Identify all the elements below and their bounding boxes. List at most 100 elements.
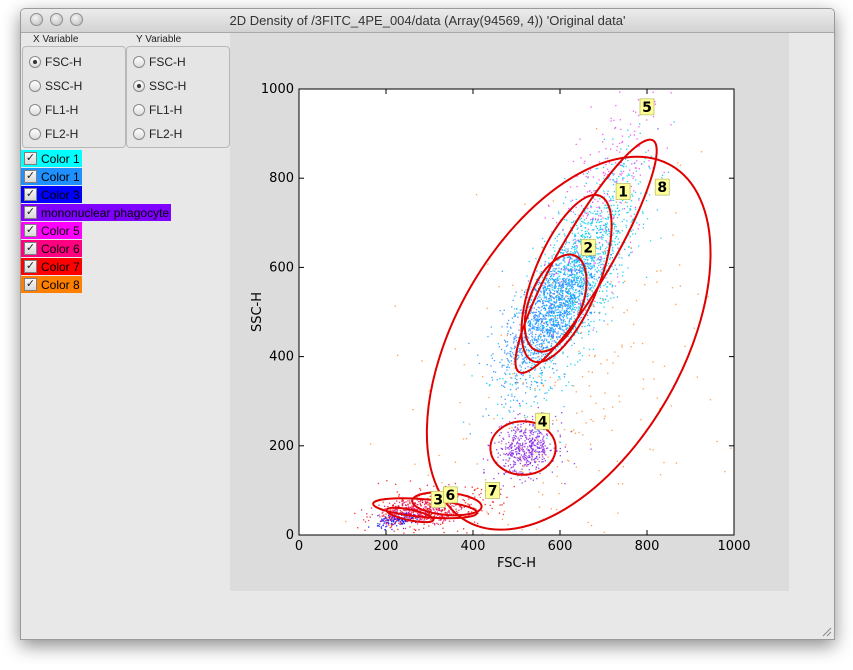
scatter-point: [560, 318, 562, 320]
scatter-point: [601, 272, 603, 275]
close-window-button[interactable]: [30, 13, 43, 26]
x-variable-option-fsc-h[interactable]: FSC-H: [29, 53, 82, 71]
scatter-point: [573, 220, 575, 222]
legend-item[interactable]: ✓ Color 8: [21, 276, 82, 293]
density-plot[interactable]: 0 200 400 600 800 100002004006008001000FSC-HS…: [230, 33, 789, 591]
scatter-point: [606, 192, 608, 195]
y-variable-option-fsc-h[interactable]: FSC-H: [133, 53, 186, 71]
legend-item[interactable]: ✓ mononuclear phagocyte: [21, 204, 172, 221]
scatter-point: [606, 233, 608, 236]
x-variable-option-fl1-h[interactable]: FL1-H: [29, 101, 78, 119]
scatter-point: [519, 413, 521, 415]
scatter-point: [387, 521, 389, 523]
radio-button[interactable]: [133, 104, 145, 116]
scatter-point: [554, 415, 557, 418]
scatter-point: [556, 324, 559, 326]
scatter-point: [614, 285, 616, 287]
legend-item[interactable]: ✓ Color 7: [21, 258, 82, 275]
scatter-point: [612, 293, 614, 295]
radio-button[interactable]: [133, 80, 145, 92]
scatter-point: [613, 222, 615, 224]
legend-checkbox[interactable]: ✓: [24, 152, 37, 165]
scatter-point: [549, 359, 551, 361]
scatter-point: [548, 342, 550, 344]
scatter-point: [597, 237, 599, 239]
radio-button[interactable]: [29, 56, 41, 68]
legend-checkbox[interactable]: ✓: [24, 206, 37, 219]
scatter-point: [577, 283, 579, 286]
radio-button[interactable]: [133, 56, 145, 68]
legend-checkbox[interactable]: ✓: [24, 260, 37, 273]
scatter-point: [523, 450, 525, 453]
x-variable-option-fl2-h[interactable]: FL2-H: [29, 125, 78, 143]
scatter-point: [593, 327, 595, 329]
legend-checkbox[interactable]: ✓: [24, 278, 37, 291]
legend-item[interactable]: ✓ Color 1: [21, 168, 82, 185]
scatter-point: [575, 260, 577, 262]
y-variable-option-fl1-h[interactable]: FL1-H: [133, 101, 182, 119]
scatter-point: [557, 314, 559, 316]
scatter-point: [580, 282, 582, 284]
gate-label-box: [639, 98, 655, 116]
x-variable-option-ssc-h[interactable]: SSC-H: [29, 77, 82, 95]
radio-button[interactable]: [133, 128, 145, 140]
scatter-point: [537, 287, 539, 290]
scatter-point: [523, 332, 525, 335]
scatter-point: [551, 257, 553, 259]
scatter-point: [613, 228, 615, 230]
y-variable-option-fl2-h[interactable]: FL2-H: [133, 125, 182, 143]
scatter-point: [388, 524, 390, 526]
scatter-point: [437, 523, 439, 525]
title-bar[interactable]: 2D Density of /3FITC_4PE_004/data (Array…: [21, 9, 834, 33]
scatter-point: [546, 274, 548, 276]
legend-checkbox[interactable]: ✓: [24, 224, 37, 237]
legend-checkbox[interactable]: ✓: [24, 170, 37, 183]
scatter-point: [436, 522, 438, 524]
scatter-point: [554, 328, 556, 330]
scatter-point: [590, 312, 592, 314]
scatter-point: [645, 276, 648, 278]
scatter-point: [504, 372, 506, 374]
scatter-point: [515, 470, 517, 473]
legend-item[interactable]: ✓ Color 6: [21, 240, 82, 257]
scatter-point: [597, 200, 599, 203]
legend-item[interactable]: ✓ Color 5: [21, 222, 82, 239]
y-variable-option-ssc-h[interactable]: SSC-H: [133, 77, 186, 95]
gate-ellipse-6[interactable]: [372, 495, 479, 522]
scatter-point: [522, 442, 524, 444]
scatter-point: [553, 286, 555, 288]
legend-checkbox[interactable]: ✓: [24, 242, 37, 255]
scatter-point: [574, 364, 576, 366]
gate-ellipse-2[interactable]: [512, 246, 599, 361]
legend-item[interactable]: ✓ Color 1: [21, 150, 82, 167]
scatter-point: [420, 513, 422, 515]
zoom-window-button[interactable]: [70, 13, 83, 26]
scatter-point: [560, 303, 562, 305]
scatter-point: [462, 421, 465, 423]
scatter-point: [591, 220, 593, 222]
radio-button[interactable]: [29, 128, 41, 140]
resize-grip-icon[interactable]: [820, 625, 832, 637]
legend-checkbox[interactable]: ✓: [24, 188, 37, 201]
scatter-point: [630, 208, 632, 210]
scatter-point: [514, 345, 516, 347]
scatter-point: [577, 269, 579, 271]
gate-ellipse-8[interactable]: [368, 109, 769, 577]
radio-button[interactable]: [29, 104, 41, 116]
minimize-window-button[interactable]: [50, 13, 63, 26]
scatter-point: [562, 353, 564, 355]
scatter-point: [549, 307, 551, 310]
scatter-point: [586, 259, 588, 261]
scatter-point: [611, 320, 613, 322]
radio-label: SSC-H: [45, 79, 83, 93]
scatter-point: [417, 511, 419, 514]
radio-button[interactable]: [29, 80, 41, 92]
scatter-point: [515, 389, 517, 391]
scatter-point: [384, 529, 386, 531]
scatter-point: [587, 171, 590, 173]
legend-item[interactable]: ✓ Color 3: [21, 186, 82, 203]
scatter-point: [566, 284, 568, 286]
gate-ellipse-5[interactable]: [497, 127, 676, 385]
scatter-point: [599, 247, 602, 249]
gate-ellipse-4[interactable]: [489, 420, 557, 476]
